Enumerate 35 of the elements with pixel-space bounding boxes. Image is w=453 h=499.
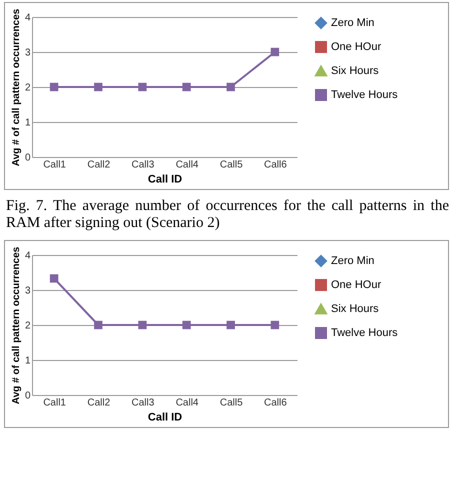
legend-label: One HOur bbox=[331, 279, 382, 291]
x-tick-label: Call6 bbox=[264, 398, 288, 408]
legend-label: Twelve Hours bbox=[331, 89, 398, 101]
legend-label: Zero Min bbox=[331, 17, 374, 29]
x-axis-title: Call ID bbox=[148, 174, 182, 186]
y-tick-label: 1 bbox=[24, 118, 31, 128]
x-tick-label: Call5 bbox=[220, 160, 244, 170]
x-tick-label: Call6 bbox=[264, 160, 288, 170]
y-tick-label: 1 bbox=[24, 356, 31, 366]
y-tick-label: 0 bbox=[24, 390, 31, 402]
y-tick-label: 3 bbox=[24, 48, 31, 58]
x-tick-label: Call3 bbox=[132, 160, 155, 170]
x-tick-label: Call2 bbox=[87, 160, 111, 170]
x-tick-label: Call2 bbox=[87, 398, 111, 408]
x-tick-label: Call1 bbox=[43, 160, 66, 170]
legend-label: Six Hours bbox=[331, 303, 380, 315]
caption: Fig. 7. The average number of occurrences for the call patterns in the RAM after signing out (Scenario 2) bbox=[6, 198, 449, 232]
x-tick-label: Call4 bbox=[176, 160, 199, 170]
x-axis-title: Call ID bbox=[148, 412, 182, 424]
legend-label: Six Hours bbox=[331, 65, 380, 77]
x-tick-label: Call5 bbox=[220, 398, 244, 408]
x-tick-label: Call1 bbox=[43, 398, 66, 408]
y-tick-label: 3 bbox=[24, 286, 31, 296]
y-tick-label: 2 bbox=[24, 82, 31, 94]
legend-label: One HOur bbox=[331, 41, 382, 53]
x-tick-label: Call4 bbox=[176, 398, 199, 408]
x-tick-label: Call3 bbox=[132, 398, 155, 408]
y-tick-label: 2 bbox=[24, 320, 31, 332]
y-tick-label: 4 bbox=[24, 12, 31, 24]
legend-label: Twelve Hours bbox=[331, 327, 398, 339]
y-axis-title: Avg # of call pattern occurrences bbox=[10, 8, 22, 166]
y-tick-label: 0 bbox=[24, 152, 31, 164]
legend-label: Zero Min bbox=[331, 255, 374, 267]
y-tick-label: 4 bbox=[24, 250, 31, 262]
y-axis-title: Avg # of call pattern occurrences bbox=[10, 246, 22, 404]
